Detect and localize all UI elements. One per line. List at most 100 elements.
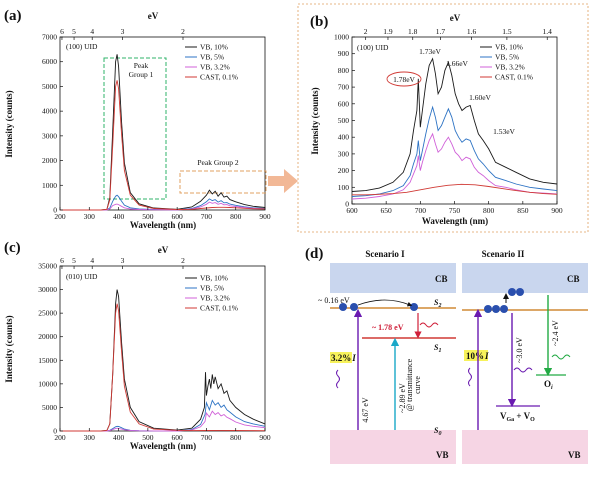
series-line-cast-c — [60, 303, 266, 432]
xlabel-c: Wavelength (nm) — [130, 441, 196, 451]
curve-label: curve — [413, 376, 422, 394]
legend-label-vb5: VB, 5% — [495, 53, 519, 62]
y-tick-label: 5000 — [42, 82, 57, 91]
y-tick-label: 35000 — [38, 262, 57, 271]
zoom-arrow — [268, 169, 298, 193]
intensity-10-i: I — [484, 351, 489, 361]
x-tick-label: 500 — [142, 433, 154, 442]
vga-main: V — [500, 411, 507, 421]
legend-label-vb32: VB, 3.2% — [495, 63, 525, 72]
y-tick-label: 4000 — [42, 107, 57, 116]
y-tick-label: 5000 — [42, 403, 57, 412]
series-line-vb5-b — [351, 105, 558, 197]
x-tick-label: 200 — [54, 212, 66, 221]
top-tick-label: 5 — [72, 27, 76, 36]
top-tick-label: 1.4 — [543, 27, 553, 36]
y-tick-label: 800 — [338, 66, 350, 75]
top-tick-label: 1.9 — [383, 27, 393, 36]
x-tick-label: 700 — [201, 433, 213, 442]
legend-label-vb32: VB, 3.2% — [200, 294, 230, 303]
x-tick-label: 200 — [54, 433, 66, 442]
cb-label-2: CB — [567, 274, 580, 284]
legend-label-vb10: VB, 10% — [495, 43, 523, 52]
ylabel-c: Intensity (counts) — [4, 315, 14, 382]
panel-label-b: (b) — [310, 14, 328, 30]
legend-label-vb32: VB, 3.2% — [200, 63, 230, 72]
cb-band-1 — [330, 263, 456, 293]
sample-label-c: (010) UID — [66, 272, 98, 281]
top-tick-label: 6 — [60, 256, 64, 265]
top-axis-label-b: eV — [450, 13, 461, 23]
x-tick-label: 300 — [84, 212, 96, 221]
top-axis-label-c: eV — [158, 245, 169, 255]
emission-wave-178 — [419, 322, 439, 328]
electron-7 — [508, 288, 516, 296]
y-tick-label: 500 — [338, 116, 350, 125]
top-tick-label: 5 — [72, 256, 76, 265]
legend-a: VB, 10%VB, 5%VB, 3.2%CAST, 0.1% — [185, 43, 238, 82]
legend-label-cast: CAST, 0.1% — [495, 73, 533, 82]
top-tick-label: 2 — [181, 256, 185, 265]
panel-d: (d) Scenario I Scenario II CB CB VB VB ~… — [305, 246, 588, 464]
x-tick-label: 600 — [172, 212, 184, 221]
y-tick-label: 10000 — [38, 379, 57, 388]
series-line-vb5-a — [60, 194, 266, 211]
top-tick-label: 6 — [60, 27, 64, 36]
top-tick-label: 3 — [121, 27, 125, 36]
electron-5 — [492, 305, 500, 313]
s0-label: S0 — [434, 426, 441, 437]
legend-label-vb10: VB, 10% — [200, 274, 228, 283]
sample-label-b: (100) UID — [357, 43, 389, 52]
ylabel-a: Intensity (counts) — [4, 90, 14, 157]
plot-area-a — [60, 54, 266, 211]
x-tick-label: 600 — [172, 433, 184, 442]
electron-hop-arrow — [357, 299, 413, 307]
oi-label: Oi — [544, 379, 553, 391]
transmittance-label: @ transmittance — [405, 358, 414, 411]
energy-178: ~ 1.78 eV — [372, 323, 404, 332]
axis-ticks-a: 200 300 400 500 600 700 800 900 0 1000 2000 3000 400… — [42, 33, 271, 222]
intensity-10: 10%I — [466, 351, 489, 361]
series-line-vb10-b — [351, 57, 558, 192]
energy-24: ~2.4 eV — [551, 320, 560, 346]
top-tick-label: 3 — [121, 256, 125, 265]
electron-2 — [350, 303, 358, 311]
x-tick-label: 700 — [201, 212, 213, 221]
x-tick-label: 900 — [259, 433, 271, 442]
x-tick-label: 850 — [517, 206, 529, 215]
y-tick-label: 300 — [338, 149, 350, 158]
y-tick-label: 3000 — [42, 131, 57, 140]
cb-band-2 — [462, 263, 588, 293]
top-tick-label: 4 — [90, 256, 94, 265]
y-tick-label: 400 — [338, 133, 350, 142]
y-tick-label: 7000 — [42, 33, 57, 42]
y-tick-label: 200 — [338, 166, 350, 175]
sample-label-a: (100) UID — [66, 42, 98, 51]
vb-band-1 — [330, 430, 456, 464]
y-tick-label: 15000 — [38, 356, 57, 365]
electron-8 — [516, 288, 524, 296]
x-tick-label: 900 — [259, 212, 271, 221]
vb-band-2 — [462, 430, 588, 464]
plot-frame-a — [59, 36, 266, 211]
top-axis-ticks-b: 2 1.9 1.8 1.7 1.6 1.5 1.4 — [364, 27, 552, 40]
peak-group-1-label-line1: Peak — [134, 61, 149, 70]
panel-b: (b) eV 2 1.9 1.8 1.7 1.6 1.5 1.4 (100) UID 600… — [297, 3, 589, 233]
peak-label-3: 1.66eV — [446, 59, 468, 68]
x-tick-label: 400 — [113, 212, 125, 221]
vga-rest: + V — [514, 411, 530, 421]
s0-label-main: S — [434, 426, 439, 435]
legend-c: VB, 10%VB, 5%VB, 3.2%CAST, 0.1% — [185, 274, 238, 313]
excitation-wave-2 — [468, 367, 472, 387]
legend-label-vb5: VB, 5% — [200, 53, 224, 62]
s2-label-main: S — [434, 298, 439, 307]
peak-label-5: 1.53eV — [493, 127, 515, 136]
peak-label-4: 1.60eV — [469, 93, 491, 102]
x-tick-label: 800 — [483, 206, 495, 215]
intensity-32-pct: 3.2% — [331, 353, 351, 363]
x-tick-label: 400 — [113, 433, 125, 442]
y-tick-label: 1000 — [334, 33, 349, 42]
y-tick-label: 900 — [338, 49, 350, 58]
